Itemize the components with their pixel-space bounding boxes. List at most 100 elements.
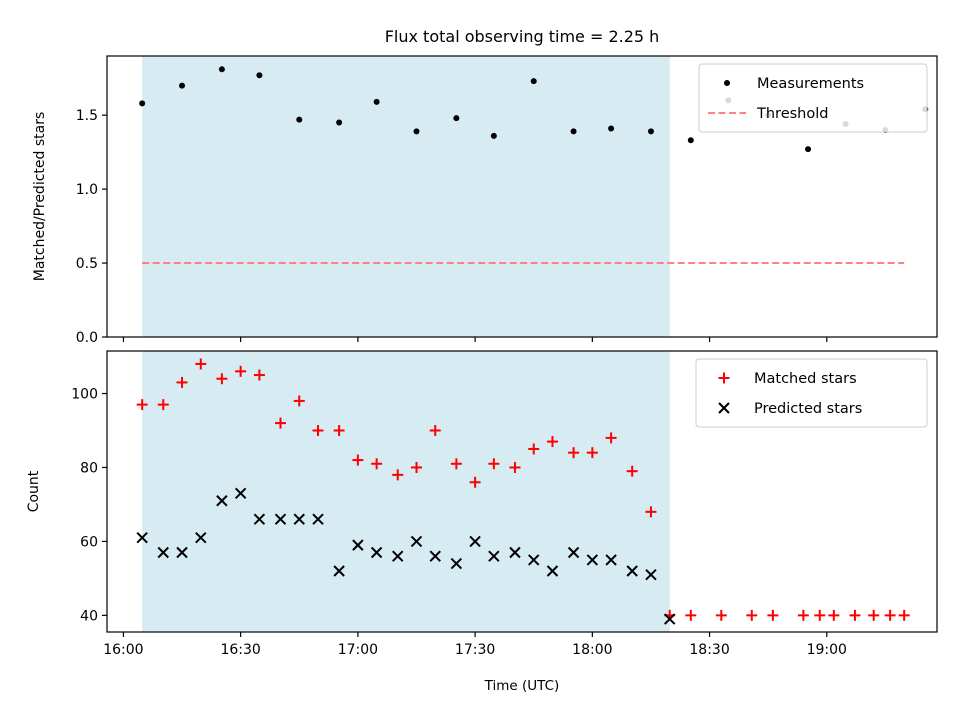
matched-star-point xyxy=(216,373,228,385)
y-tick-label: 1.5 xyxy=(76,108,98,124)
predicted-star-point xyxy=(429,550,441,562)
matched-star-point xyxy=(868,609,880,621)
y-axis-label: Matched/Predicted stars xyxy=(32,112,48,282)
matched-star-point xyxy=(195,358,207,370)
legend-label: Threshold xyxy=(756,106,828,122)
matched-star-point xyxy=(767,609,779,621)
matched-star-point xyxy=(626,465,638,477)
measurement-point xyxy=(413,128,420,135)
measurement-point xyxy=(336,119,343,126)
predicted-star-point xyxy=(469,535,481,548)
x-axis-label: Time (UTC) xyxy=(484,678,560,694)
measurement-point xyxy=(296,116,303,123)
matched-star-point xyxy=(746,609,758,621)
matched-star-point xyxy=(253,369,265,381)
predicted-star-point xyxy=(274,513,287,525)
x-tick-label: 18:30 xyxy=(689,642,729,658)
predicted-star-point xyxy=(136,532,148,544)
y-tick-label: 1.0 xyxy=(76,182,98,198)
predicted-star-point xyxy=(312,513,324,525)
matched-star-point xyxy=(429,424,441,436)
y-axis-label: Count xyxy=(26,470,42,512)
predicted-star-point xyxy=(176,546,188,559)
x-tick-label: 17:00 xyxy=(338,642,378,658)
matched-star-point xyxy=(509,461,521,473)
measurement-point xyxy=(608,125,615,132)
predicted-star-point xyxy=(195,532,207,544)
predicted-star-point xyxy=(392,550,404,562)
markers xyxy=(136,358,910,625)
predicted-star-point xyxy=(567,546,580,559)
axes-frame xyxy=(106,55,938,338)
matched-star-point xyxy=(333,424,345,436)
matched-star-point xyxy=(488,458,500,470)
measurement-point xyxy=(687,137,694,144)
matched-star-point xyxy=(884,609,896,621)
matched-star-point xyxy=(410,461,422,473)
legend-label: Matched stars xyxy=(754,371,857,387)
observing-interval-shade xyxy=(142,351,670,632)
matched-star-point xyxy=(645,506,657,518)
predicted-star-point xyxy=(450,557,463,570)
x-tick-label: 16:00 xyxy=(103,642,143,658)
predicted-star-point xyxy=(488,550,500,562)
matched-star-point xyxy=(392,469,404,481)
predicted-star-point xyxy=(664,613,676,625)
matched-star-point xyxy=(235,365,247,377)
predicted-star-point xyxy=(216,495,228,507)
predicted-star-point xyxy=(645,568,657,581)
measurement-point xyxy=(490,132,497,139)
legend-label: Measurements xyxy=(757,76,864,92)
x-tick-label: 16:30 xyxy=(220,642,260,658)
matched-star-point xyxy=(849,609,861,621)
legend-label: Predicted stars xyxy=(754,401,862,417)
matched-star-point xyxy=(157,399,169,411)
top-panel: 0.0 0.5 1.0 1.5 Matched/Predicted stars Measu… xyxy=(32,55,938,346)
matched-star-point xyxy=(293,395,305,407)
matched-star-point xyxy=(898,609,910,621)
y-tick-label: 80 xyxy=(80,460,98,476)
y-tick-label: 60 xyxy=(80,534,98,550)
x-tick-label: 18:00 xyxy=(572,642,612,658)
matched-star-point xyxy=(312,424,324,436)
matched-star-point xyxy=(586,447,598,459)
matched-star-point xyxy=(568,447,580,459)
x-tick-label: 19:00 xyxy=(807,642,847,658)
y-tick-label: 40 xyxy=(80,608,98,624)
observing-interval-shade xyxy=(142,56,670,337)
measurement-point xyxy=(139,100,146,107)
matched-star-point xyxy=(371,458,383,470)
legend: Measurements Threshold xyxy=(698,63,928,133)
axes-frame xyxy=(106,350,938,633)
matched-star-point xyxy=(605,432,617,444)
y-tick-label: 100 xyxy=(71,387,98,403)
matched-star-point xyxy=(797,609,809,621)
matched-star-point xyxy=(814,609,826,621)
legend: Matched stars Predicted stars xyxy=(695,358,928,428)
predicted-star-point xyxy=(410,535,423,548)
matched-star-point xyxy=(275,417,287,429)
predicted-star-point xyxy=(586,554,599,566)
bottom-panel: 40 60 80 100 Count 16:00 16:30 17:00 17:30 18:00 1… xyxy=(26,350,938,658)
predicted-star-point xyxy=(253,513,266,525)
matched-star-point xyxy=(828,609,840,621)
matched-star-point xyxy=(469,476,481,488)
y-tick-label: 0.5 xyxy=(76,256,98,272)
matched-star-point xyxy=(176,376,188,388)
measurement-point xyxy=(256,72,263,79)
measurement-point xyxy=(373,98,380,105)
predicted-star-point xyxy=(605,554,617,566)
matched-star-point xyxy=(528,443,540,455)
measurement-point xyxy=(453,115,460,122)
matched-star-point xyxy=(450,458,462,470)
predicted-star-point xyxy=(626,565,638,577)
predicted-star-point xyxy=(528,554,540,566)
legend-marker xyxy=(718,372,730,384)
predicted-star-point xyxy=(546,565,559,577)
predicted-star-point xyxy=(370,546,383,559)
predicted-star-point xyxy=(509,546,521,559)
measurement-point xyxy=(805,146,812,153)
matched-star-point xyxy=(546,436,558,448)
measurement-point xyxy=(647,128,654,135)
